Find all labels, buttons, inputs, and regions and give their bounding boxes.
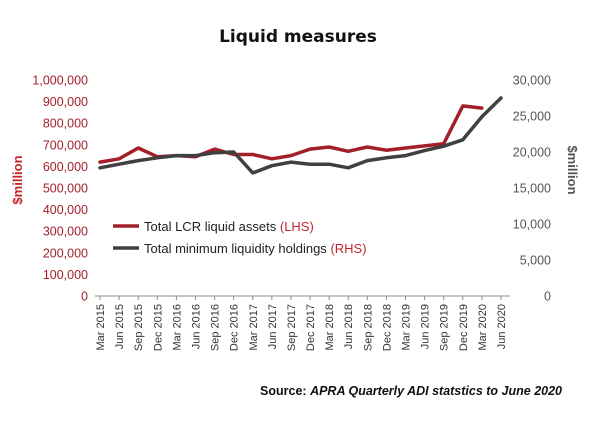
- x-tick-label: Mar 2016: [171, 304, 183, 350]
- x-tick-label: Jun 2020: [496, 304, 508, 349]
- x-tick-label: Sep 2015: [133, 304, 145, 351]
- right-tick-label: 30,000: [513, 74, 551, 88]
- x-tick-label: Mar 2017: [248, 304, 260, 350]
- series-lines: [98, 96, 503, 175]
- right-tick-label: 25,000: [513, 110, 551, 124]
- left-tick-label: 100,000: [43, 268, 88, 282]
- legend-label-lcr-name: Total LCR liquid assets: [144, 219, 277, 234]
- source-text: APRA Quarterly ADI statstics to June 202…: [309, 384, 562, 398]
- x-tick-label: Mar 2015: [95, 304, 107, 350]
- x-tick-label: Mar 2020: [477, 304, 489, 350]
- right-tick-label: 20,000: [513, 146, 551, 160]
- right-tick-label: 5,000: [520, 254, 551, 268]
- x-tick-label: Sep 2017: [286, 304, 298, 351]
- x-tick-label: Dec 2017: [305, 304, 317, 351]
- x-tick-label: Dec 2016: [229, 304, 241, 351]
- left-tick-label: 0: [81, 290, 88, 304]
- legend-label-lcr-axis: (LHS): [280, 219, 314, 234]
- legend-item-lcr: Total LCR liquid assets (LHS): [113, 219, 314, 234]
- legend: Total LCR liquid assets (LHS) Total mini…: [113, 219, 367, 256]
- x-tick-label: Dec 2018: [381, 304, 393, 351]
- x-tick-label: Mar 2018: [324, 304, 336, 350]
- left-tick-label: 400,000: [43, 203, 88, 217]
- x-tick-label: Dec 2015: [152, 304, 164, 351]
- left-tick-label: 300,000: [43, 225, 88, 239]
- x-tick-label: Jun 2019: [420, 304, 432, 349]
- right-axis-label: $million: [565, 145, 580, 194]
- x-tick-label: Dec 2019: [458, 304, 470, 351]
- left-tick-label: 700,000: [43, 138, 88, 152]
- x-tick-label: Mar 2019: [401, 304, 413, 350]
- chart-title: Liquid measures: [219, 27, 377, 47]
- x-tick-label: Sep 2019: [439, 304, 451, 351]
- legend-label-lcr: Total LCR liquid assets (LHS): [144, 219, 314, 234]
- legend-label-mlh: Total minimum liquidity holdings (RHS): [144, 241, 367, 256]
- x-tick-label: Sep 2016: [210, 304, 222, 351]
- series-line-mlh: [98, 96, 503, 175]
- left-tick-label: 600,000: [43, 160, 88, 174]
- legend-item-mlh: Total minimum liquidity holdings (RHS): [113, 241, 367, 256]
- legend-label-mlh-name: Total minimum liquidity holdings: [144, 241, 327, 256]
- left-tick-label: 900,000: [43, 95, 88, 109]
- x-axis-ticks: Mar 2015 Jun 2015 Sep 2015 Dec 2015 Mar 2016…: [95, 296, 508, 351]
- right-tick-label: 0: [544, 290, 551, 304]
- series-line-lcr: [98, 104, 484, 164]
- left-tick-label: 200,000: [43, 246, 88, 260]
- left-axis-label: $million: [10, 155, 25, 204]
- x-tick-label: Jun 2016: [190, 304, 202, 349]
- right-tick-label: 10,000: [513, 218, 551, 232]
- left-axis-ticks: 0 100,000 200,000 300,000 400,000 500,000 600,…: [32, 74, 88, 304]
- left-tick-label: 1,000,000: [32, 74, 88, 88]
- left-tick-label: 500,000: [43, 182, 88, 196]
- x-tick-label: Jun 2017: [267, 304, 279, 349]
- left-tick-label: 800,000: [43, 117, 88, 131]
- x-tick-label: Jun 2018: [343, 304, 355, 349]
- source-note: Source: APRA Quarterly ADI statstics to …: [260, 384, 562, 398]
- legend-label-mlh-axis: (RHS): [330, 241, 366, 256]
- source-prefix: Source:: [260, 384, 307, 398]
- right-tick-label: 15,000: [513, 182, 551, 196]
- right-axis-ticks: 0 5,000 10,000 15,000 20,000 25,000 30,000: [513, 74, 551, 304]
- x-tick-label: Jun 2015: [114, 304, 126, 349]
- x-tick-label: Sep 2018: [362, 304, 374, 351]
